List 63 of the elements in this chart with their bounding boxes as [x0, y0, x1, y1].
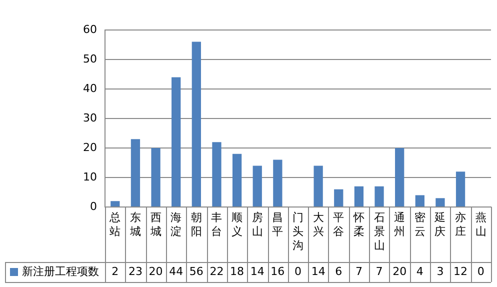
- bar: [415, 195, 424, 206]
- y-tick-label: 10: [83, 170, 97, 184]
- x-tick-label: 门头沟: [292, 210, 304, 252]
- data-label: 7: [376, 264, 383, 278]
- legend-label: 新注册工程项数: [22, 264, 99, 278]
- y-tick-label: 40: [83, 82, 97, 95]
- data-label: 2: [112, 264, 119, 278]
- x-tick-label: 大兴: [312, 210, 324, 238]
- x-tick-label: 丰台: [211, 210, 222, 238]
- x-tick-label: 延庆: [434, 210, 446, 238]
- data-label: 20: [392, 264, 407, 278]
- bar: [395, 148, 404, 206]
- x-tick-label: 朝阳: [190, 210, 202, 238]
- data-label: 12: [454, 264, 468, 278]
- data-label: 7: [355, 264, 362, 278]
- bar: [110, 201, 120, 206]
- bar: [374, 186, 384, 206]
- bar: [130, 139, 140, 206]
- y-tick-label: 30: [83, 111, 97, 124]
- data-label: 0: [294, 264, 302, 278]
- data-label: 0: [477, 264, 484, 278]
- x-tick-label: 燕山: [475, 210, 486, 238]
- x-tick-label: 房山: [252, 210, 263, 238]
- data-label: 3: [436, 264, 444, 278]
- bar: [232, 154, 242, 206]
- bar: [151, 148, 160, 206]
- x-tick-label: 平谷: [333, 210, 344, 238]
- y-tick-label: 50: [83, 52, 97, 66]
- x-tick-label: 东城: [128, 210, 141, 238]
- y-tick-label: 60: [83, 22, 97, 36]
- bar: [273, 160, 282, 206]
- x-tick-label: 西城: [149, 210, 162, 238]
- bar: [334, 189, 344, 206]
- x-tick-label: 通州: [394, 210, 406, 238]
- bar: [212, 142, 222, 206]
- data-label: 16: [270, 264, 285, 278]
- data-label: 56: [189, 264, 204, 278]
- x-tick-label: 海淀: [170, 210, 182, 238]
- x-tick-label: 怀柔: [352, 210, 364, 238]
- y-tick-label: 0: [90, 200, 97, 213]
- y-tick-label: 20: [83, 140, 97, 154]
- x-tick-label: 亦庄: [455, 210, 466, 238]
- data-label: 4: [416, 264, 424, 278]
- data-label: 23: [128, 264, 142, 278]
- data-label: 22: [210, 264, 224, 278]
- x-tick-label: 密云: [414, 210, 426, 238]
- data-label: 18: [230, 264, 244, 278]
- data-label: 6: [335, 264, 342, 278]
- data-label: 14: [311, 264, 326, 278]
- x-tick-label: 总站: [108, 210, 121, 238]
- data-label: 14: [250, 264, 264, 278]
- bar: [172, 77, 181, 206]
- bar: [354, 186, 364, 206]
- bar: [456, 172, 466, 206]
- bar: [314, 166, 323, 206]
- x-tick-label: 石景山: [374, 210, 385, 252]
- bar: [252, 166, 262, 206]
- data-label: 44: [169, 264, 184, 278]
- bar: [192, 42, 201, 206]
- x-tick-label: 昌平: [272, 210, 284, 238]
- x-tick-label: 顺义: [232, 210, 243, 238]
- data-label: 20: [148, 264, 163, 278]
- bar: [436, 198, 445, 206]
